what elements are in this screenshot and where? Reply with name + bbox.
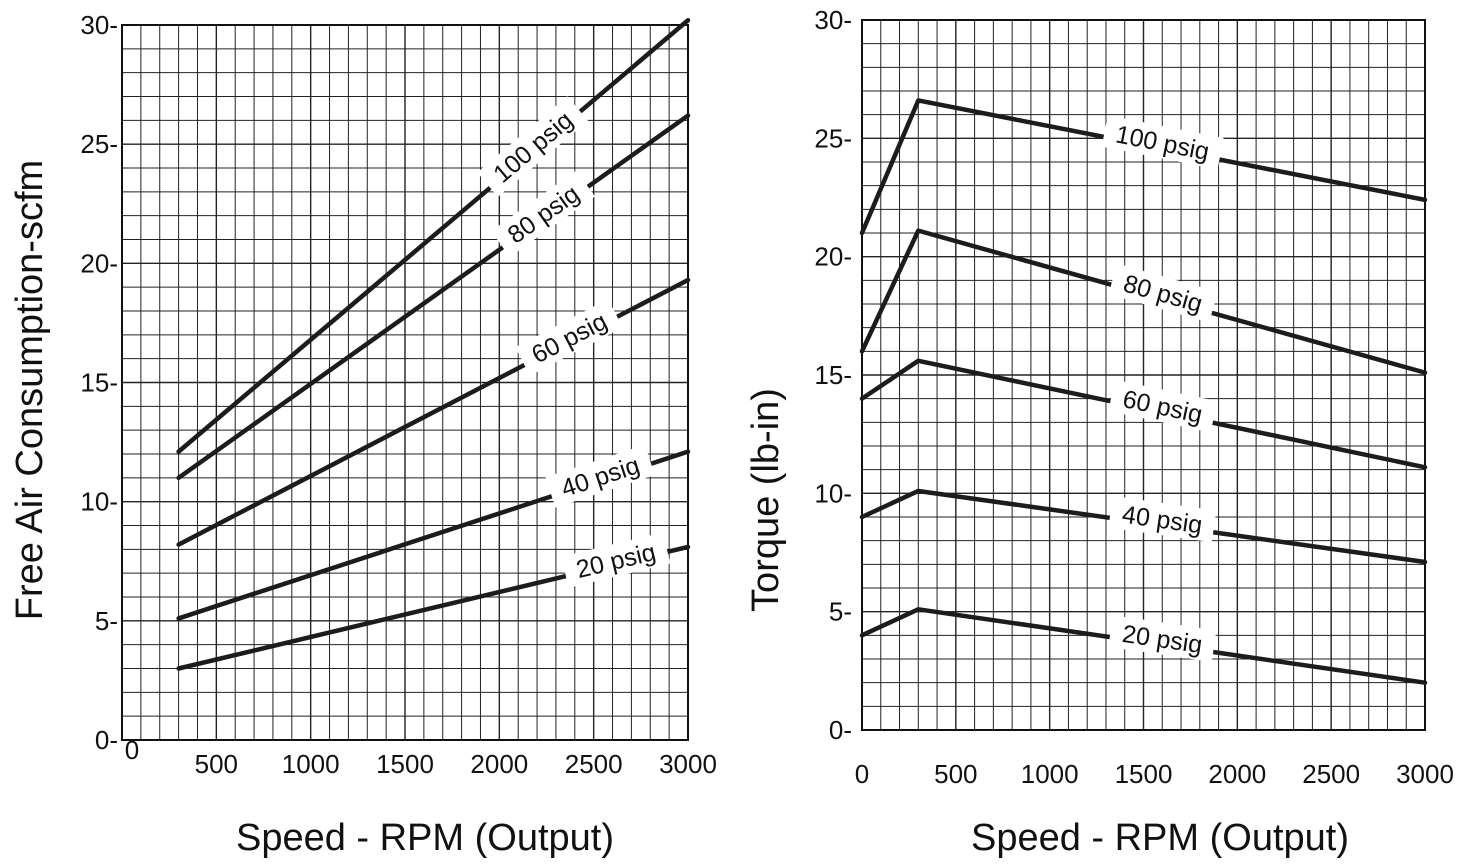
series-line xyxy=(859,358,1428,470)
right-chart-torque: 0- 5- 10- 15- 20- 25- 30- 0 500 1000 1500 2000 2500 3… xyxy=(745,5,1454,859)
x-tick-label: 2500 xyxy=(1302,759,1360,789)
curve-label-text: 60 psig xyxy=(527,307,611,369)
x-tick-label: 1500 xyxy=(376,749,434,779)
x-tick-label: 2000 xyxy=(470,749,528,779)
plot-frame xyxy=(861,19,1426,731)
y-tick-label: 25- xyxy=(814,123,852,153)
grid xyxy=(861,19,1426,731)
y-tick-label: 5- xyxy=(829,597,852,627)
y-axis-title: Free Air Consumption-scfm xyxy=(9,160,51,620)
x-tick-label: 500 xyxy=(195,749,238,779)
y-tick-label: 0- xyxy=(829,715,852,745)
curve-label-backing xyxy=(515,299,623,376)
y-tick-label: 20- xyxy=(814,242,852,272)
y-tick-label: 10- xyxy=(80,487,118,517)
x-tick-label: 0 xyxy=(855,759,869,789)
plot-frame xyxy=(121,24,689,741)
y-tick-label: 15- xyxy=(80,368,118,398)
y-axis-title: Torque (lb-in) xyxy=(745,388,787,612)
x-tick-label: 3000 xyxy=(659,749,717,779)
y-tick-label: 0- xyxy=(95,725,118,755)
x-axis-title: Speed - RPM (Output) xyxy=(971,817,1349,859)
left-chart-consumption: 0- 5- 10- 15- 20- 25- 30- 0 500 1000 1500 2000 2500 3… xyxy=(9,10,717,859)
y-tick-label: 30- xyxy=(814,5,852,35)
series-line xyxy=(176,113,691,481)
curve-label: 20 psig xyxy=(561,532,671,588)
curve-label-backing xyxy=(1108,496,1217,543)
y-tick-label: 30- xyxy=(80,10,118,40)
curve-label-backing xyxy=(1108,615,1217,662)
x-tick-label: 3000 xyxy=(1396,759,1454,789)
series-line xyxy=(859,488,1428,565)
x-tick-label: 1000 xyxy=(282,749,340,779)
series-line xyxy=(859,98,1428,236)
curve-label-backing xyxy=(1108,263,1218,323)
curve-label-backing xyxy=(1108,379,1218,433)
y-tick-label: 10- xyxy=(814,478,852,508)
x-tick-label: 500 xyxy=(934,759,977,789)
curve-label-backing xyxy=(491,170,595,258)
curve-label-text: 40 psig xyxy=(558,451,643,503)
curve-label-backing xyxy=(477,96,588,197)
curve-label-text: 20 psig xyxy=(1120,620,1204,659)
x-tick-label: 1000 xyxy=(1021,759,1079,789)
x-tick-label: 2500 xyxy=(565,749,623,779)
curve-label-backing xyxy=(545,444,655,508)
x-tick-label: 0 xyxy=(125,735,139,765)
y-tick-label: 25- xyxy=(80,129,118,159)
y-tick-label: 5- xyxy=(95,606,118,636)
curve-label-text: 40 psig xyxy=(1120,501,1204,540)
curve-label-text: 100 psig xyxy=(488,106,578,188)
x-tick-label: 1500 xyxy=(1115,759,1173,789)
y-tick-label: 20- xyxy=(80,248,118,278)
x-axis-title: Speed - RPM (Output) xyxy=(236,817,614,859)
x-tick-label: 2000 xyxy=(1208,759,1266,789)
series-line xyxy=(859,228,1428,375)
series-line xyxy=(176,17,691,454)
curve-label-backing xyxy=(1101,115,1224,170)
y-tick-label: 15- xyxy=(814,360,852,390)
series-line xyxy=(859,607,1428,685)
curve-label-backing xyxy=(561,532,671,588)
grid xyxy=(121,24,689,741)
